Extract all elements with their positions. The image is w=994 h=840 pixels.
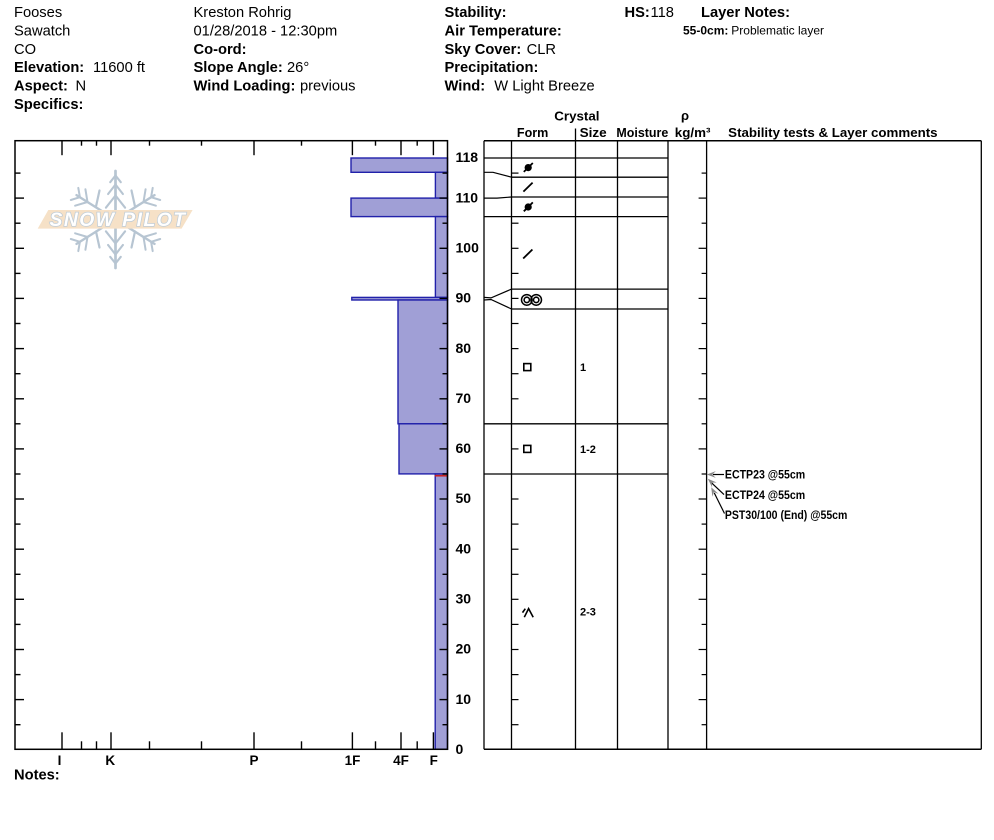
svg-text:Fooses: Fooses [14, 5, 62, 21]
svg-text:Wind Loading:: Wind Loading: [194, 79, 296, 95]
svg-text:0: 0 [456, 741, 464, 757]
svg-text:Kreston Rohrig: Kreston Rohrig [194, 5, 292, 21]
svg-text:55-0cm:: 55-0cm: [683, 24, 728, 38]
svg-text:80: 80 [456, 340, 472, 356]
svg-text:Crystal: Crystal [554, 108, 599, 123]
svg-text:PST30/100 (End) @55cm: PST30/100 (End) @55cm [725, 510, 848, 522]
svg-text:Sky Cover:: Sky Cover: [445, 42, 522, 58]
svg-text:Precipitation:: Precipitation: [445, 60, 539, 76]
svg-text:kg/m³: kg/m³ [675, 125, 711, 140]
svg-text:K: K [105, 753, 115, 768]
svg-text:ECTP24 @55cm: ECTP24 @55cm [725, 490, 805, 502]
svg-text:SNOW PILOT: SNOW PILOT [50, 209, 188, 231]
svg-text:Wind:: Wind: [445, 79, 486, 95]
svg-text:CO: CO [14, 42, 36, 58]
svg-text:F: F [430, 753, 438, 768]
svg-text:ρ: ρ [681, 108, 689, 123]
svg-text:50: 50 [456, 490, 472, 506]
svg-text:30: 30 [456, 591, 472, 607]
svg-text:20: 20 [456, 641, 472, 657]
svg-text:P: P [249, 753, 258, 768]
svg-text:1F: 1F [345, 753, 361, 768]
svg-text:Form: Form [517, 125, 548, 140]
svg-text:Problematic layer: Problematic layer [731, 24, 824, 38]
svg-text:118: 118 [456, 149, 479, 165]
svg-text:10: 10 [456, 691, 472, 707]
svg-text:Aspect:: Aspect: [14, 79, 68, 95]
svg-text:N: N [76, 79, 87, 95]
svg-text:90: 90 [456, 290, 472, 306]
svg-text:1: 1 [580, 362, 586, 374]
svg-text:1-2: 1-2 [580, 444, 596, 456]
svg-text:Slope Angle:: Slope Angle: [194, 60, 283, 76]
svg-text:01/28/2018 - 12:30pm: 01/28/2018 - 12:30pm [194, 23, 338, 39]
svg-text:Elevation:: Elevation: [14, 60, 84, 76]
svg-text:Sawatch: Sawatch [14, 23, 70, 39]
svg-text:110: 110 [456, 189, 479, 205]
svg-text:4F: 4F [393, 753, 409, 768]
svg-text:W Light Breeze: W Light Breeze [494, 79, 594, 95]
svg-text:60: 60 [456, 440, 472, 456]
svg-text:26°: 26° [287, 60, 309, 76]
svg-text:40: 40 [456, 540, 472, 556]
svg-text:2-3: 2-3 [580, 607, 596, 619]
svg-text:HS:: HS: [625, 5, 650, 21]
svg-text:Stability:: Stability: [445, 5, 507, 21]
svg-text:Size: Size [580, 125, 607, 140]
svg-text:118: 118 [651, 5, 674, 21]
svg-text:Moisture: Moisture [616, 125, 668, 140]
svg-text:100: 100 [456, 240, 480, 256]
svg-text:Layer Notes:: Layer Notes: [701, 5, 790, 21]
svg-text:Notes:: Notes: [14, 768, 60, 784]
svg-text:I: I [58, 753, 62, 768]
svg-text:Stability tests & Layer commen: Stability tests & Layer comments [728, 125, 937, 140]
svg-text:ECTP23 @55cm: ECTP23 @55cm [725, 470, 805, 482]
svg-text:70: 70 [456, 390, 472, 406]
svg-text:Co-ord:: Co-ord: [194, 42, 247, 58]
svg-text:CLR: CLR [527, 42, 556, 58]
svg-text:Air Temperature:: Air Temperature: [445, 23, 562, 39]
svg-text:11600 ft: 11600 ft [93, 60, 145, 76]
svg-text:Specifics:: Specifics: [14, 97, 83, 113]
svg-text:previous: previous [300, 79, 356, 95]
